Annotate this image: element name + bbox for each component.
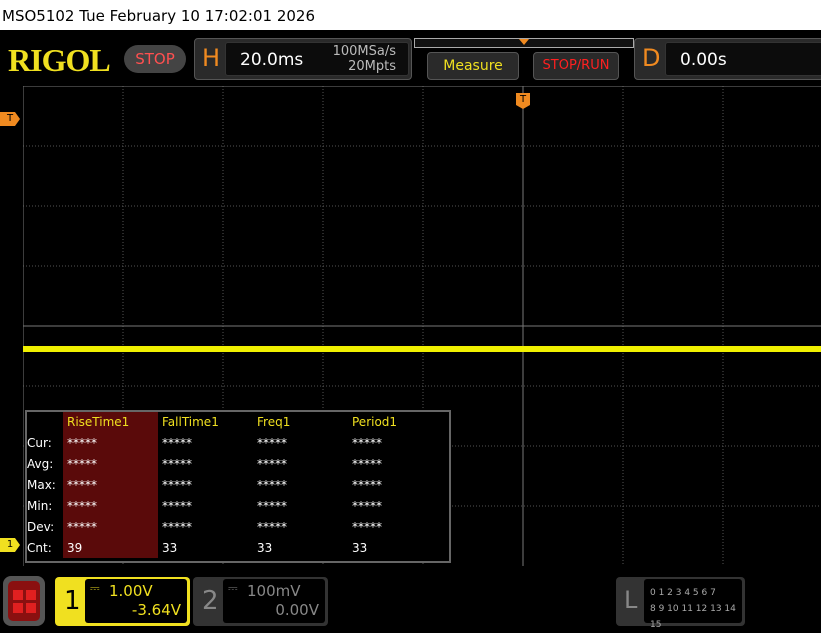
timebase-value: 20.0ms [240,50,304,70]
cell: ***** [63,474,158,495]
horizontal-panel[interactable]: H 20.0ms 100MSa/s 20Mpts [194,38,412,80]
row-label: Min: [27,498,53,513]
logic-channels-row-1: 0 1 2 3 4 5 6 7 [650,588,716,598]
cell: ***** [257,498,287,513]
cell: ***** [352,456,382,471]
trigger-time-marker[interactable]: T [516,93,530,109]
sample-rate: 100MSa/s [332,44,396,59]
channel-2-scale: 100mV [247,582,301,600]
table-row: Cnt: 39 33 33 33 [27,537,443,558]
header-freq[interactable]: Freq1 [257,415,291,429]
table-row: Cur: ***** ***** ***** ***** [27,432,443,453]
stop-run-button[interactable]: STOP/RUN [533,52,619,80]
header-falltime[interactable]: FallTime1 [162,415,219,429]
header-period[interactable]: Period1 [352,415,398,429]
row-label: Cnt: [27,540,52,555]
cell: ***** [63,453,158,474]
delay-value: 0.00s [680,50,727,70]
logic-label: L [624,586,638,614]
channel-1-offset: -3.64V [131,601,181,619]
cell: ***** [257,519,287,534]
cell: ***** [162,456,192,471]
cell: 33 [352,540,368,555]
cell: ***** [352,477,382,492]
channel-2-panel[interactable]: 2 ⎓ 100mV 0.00V [193,577,328,626]
cell: ***** [257,456,287,471]
measure-button[interactable]: Measure [427,52,519,80]
cell: 39 [63,537,158,558]
channel-2-number: 2 [202,586,219,616]
cell: ***** [162,477,192,492]
row-label: Max: [27,477,56,492]
cell: ***** [162,519,192,534]
measurement-table: RiseTime1 FallTime1 Freq1 Period1 Cur: **… [25,410,451,563]
cell: ***** [162,498,192,513]
memory-position-bar[interactable] [414,38,634,48]
logic-analyzer-panel[interactable]: L 0 1 2 3 4 5 6 7 8 9 10 11 12 13 14 15 [616,577,745,630]
rigol-logo: RIGOL [8,42,111,78]
channel-1-waveform [23,346,821,352]
trigger-level-marker[interactable]: T [0,112,20,126]
trigger-position-marker [519,39,529,45]
channel-1-scale: 1.00V [109,582,153,600]
table-row: Dev: ***** ***** ***** ***** [27,516,443,537]
grid-menu-icon [8,581,40,621]
cell: ***** [162,435,192,450]
delay-panel[interactable]: D 0.00s [634,38,821,80]
cell: 33 [162,540,178,555]
dc-coupling-icon: ⎓ [90,581,100,595]
row-label: Dev: [27,519,55,534]
memory-depth: 20Mpts [348,59,396,74]
delay-label: D [642,44,661,72]
dc-coupling-icon: ⎓ [228,581,238,595]
cell: 33 [257,540,273,555]
cell: ***** [352,498,382,513]
table-row: Avg: ***** ***** ***** ***** [27,453,443,474]
horizontal-label: H [202,44,221,72]
cell: ***** [63,432,158,453]
cell: ***** [257,477,287,492]
channel-1-offset-marker[interactable]: 1 [0,538,20,552]
logic-channels-row-2: 8 9 10 11 12 13 14 15 [650,604,736,630]
cell: ***** [63,495,158,516]
row-label: Cur: [27,435,52,450]
row-label: Avg: [27,456,54,471]
cell: ***** [63,516,158,537]
menu-button[interactable] [3,576,45,626]
channel-1-panel[interactable]: 1 ⎓ 1.00V -3.64V [55,577,190,626]
header-risetime[interactable]: RiseTime1 [63,412,158,432]
table-row: Min: ***** ***** ***** ***** [27,495,443,516]
channel-1-number: 1 [64,586,81,616]
channel-2-offset: 0.00V [275,601,319,619]
cell: ***** [352,435,382,450]
title-bar: MSO5102 Tue February 10 17:02:01 2026 [0,0,821,30]
table-row: Max: ***** ***** ***** ***** [27,474,443,495]
cell: ***** [257,435,287,450]
run-status-badge: STOP [124,45,186,73]
cell: ***** [352,519,382,534]
